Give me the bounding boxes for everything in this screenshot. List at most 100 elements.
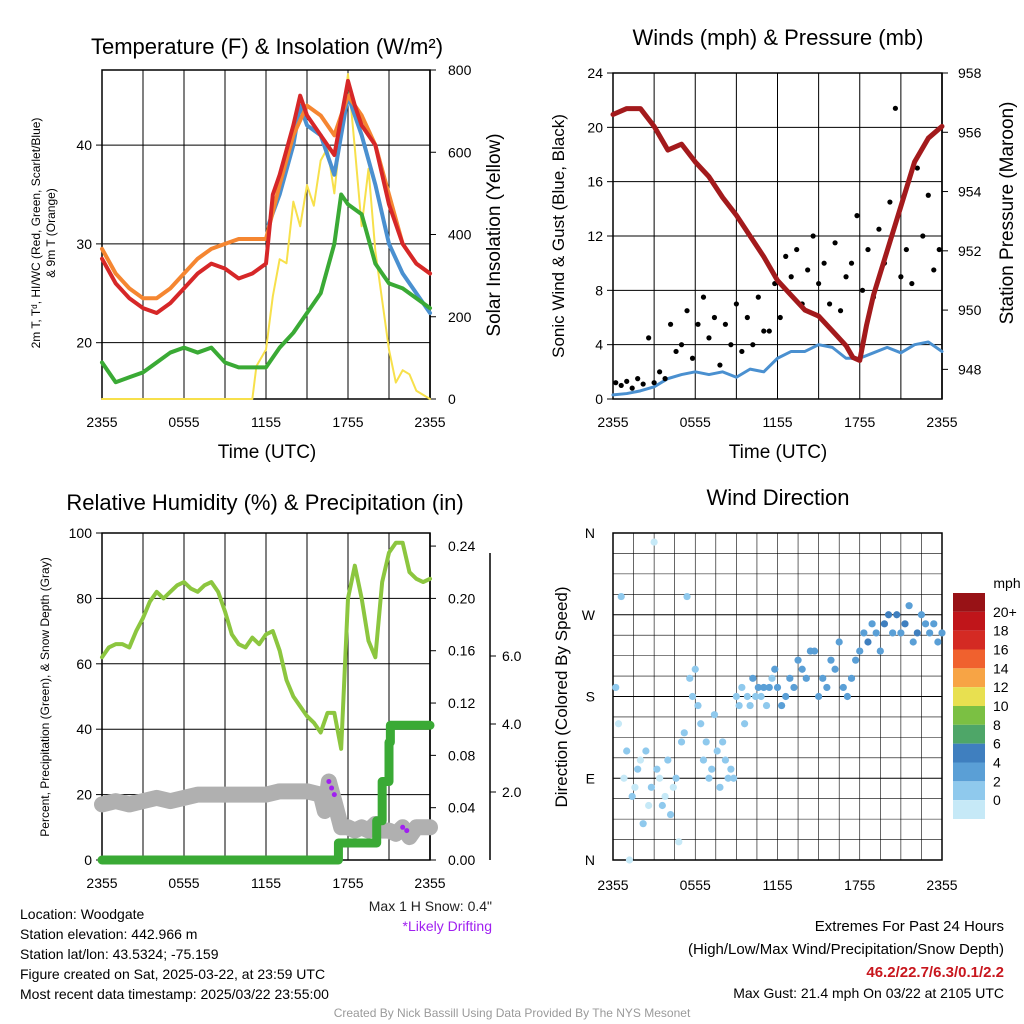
x-tick-label: 0555 (168, 414, 199, 430)
direction-point (835, 638, 843, 646)
y-tick-label: 4 (595, 337, 603, 353)
direction-point (628, 792, 636, 801)
direction-point (636, 756, 645, 764)
direction-point (719, 738, 727, 746)
colorbar-label: 2 (993, 773, 1001, 789)
direction-point (713, 747, 721, 755)
gust-point (931, 267, 937, 273)
direction-point (831, 665, 839, 673)
direction-point (688, 692, 697, 701)
direction-point (768, 674, 776, 682)
station-latlon: Station lat/lon: 43.5324; -75.159 (20, 946, 219, 962)
direction-point (762, 701, 771, 710)
gust-point (706, 335, 712, 341)
right-tick-label: 0.24 (448, 538, 475, 554)
direction-point (727, 765, 735, 773)
right-tick-label: 0.16 (448, 643, 475, 659)
gust-point (826, 301, 833, 307)
direction-point (827, 656, 835, 664)
direction-point (917, 611, 926, 619)
gust-point (761, 328, 767, 334)
direction-point (721, 756, 730, 764)
recent-timestamp: Most recent data timestamp: 2025/03/22 2… (20, 986, 329, 1002)
y-tick-label: S (586, 689, 595, 705)
direction-point (913, 629, 921, 637)
gust-point (832, 240, 838, 246)
y-tick-label: 30 (76, 236, 92, 252)
gust-point (843, 274, 849, 280)
y-tick-label: 40 (76, 721, 92, 737)
x-tick-label: 1755 (844, 877, 875, 893)
colorbar-swatch (953, 668, 985, 688)
colorbar-swatch (953, 800, 985, 819)
direction-point (757, 692, 765, 701)
gust-point (914, 165, 920, 171)
direction-point (889, 629, 897, 637)
direction-point (647, 783, 655, 791)
direction-point (666, 810, 675, 819)
x-tick-label: 1755 (332, 414, 363, 430)
direction-point (639, 820, 647, 828)
x-tick-label: 0555 (680, 414, 711, 430)
drift-point (331, 792, 337, 798)
direction-point (909, 638, 917, 646)
colorbar-label: 8 (993, 717, 1001, 733)
snow-tick-label: 4.0 (502, 716, 522, 732)
y-tick-label: 20 (76, 787, 92, 803)
direction-point (686, 674, 694, 682)
drift-point (326, 779, 332, 785)
y-tick-label: 24 (587, 65, 603, 81)
gust-point (854, 213, 860, 219)
y-tick-label: N (585, 525, 595, 541)
direction-point (884, 611, 893, 619)
x-tick-label: 0555 (680, 877, 711, 893)
gust-point (662, 376, 668, 382)
gust-point (810, 233, 816, 239)
x-tick-label: 1155 (762, 877, 792, 893)
pressure-line (610, 106, 945, 363)
gust-point (887, 199, 893, 205)
gust-point (892, 105, 898, 111)
direction-point (843, 692, 852, 701)
speed-colorbar: 0 2 4 6 8 10 12 14 16 18 20+ (953, 593, 1017, 819)
direction-point (677, 738, 686, 746)
gust-point (717, 362, 723, 368)
direction-point (702, 738, 710, 746)
direction-point (732, 692, 740, 701)
temp-xlabel: Time (UTC) (218, 442, 317, 463)
y-tick-label: 80 (76, 590, 92, 606)
direction-point (661, 792, 669, 801)
direction-point (645, 801, 653, 810)
direction-point (868, 620, 876, 628)
winds-xlabel: Time (UTC) (729, 442, 828, 463)
gust-point (711, 314, 718, 321)
direction-point (839, 683, 847, 692)
colorbar-swatch (953, 593, 985, 612)
gust-point (646, 335, 652, 341)
direction-point (746, 701, 754, 710)
direction-point (901, 620, 909, 628)
direction-point (930, 620, 938, 628)
gust-point (667, 321, 674, 327)
direction-point (642, 747, 650, 755)
direction-point (938, 629, 946, 637)
gust-point (936, 246, 942, 253)
right-tick-label: 600 (448, 144, 472, 160)
direction-point (880, 620, 889, 628)
right-tick-label: 0.08 (448, 747, 475, 763)
gust-point (848, 260, 855, 266)
y-tick-label: W (582, 607, 596, 623)
direction-ylabel: Direction (Colored By Speed) (552, 586, 571, 807)
direction-point (893, 611, 901, 619)
gust-point (788, 274, 794, 280)
gust-point (733, 301, 739, 307)
x-tick-label: 1155 (251, 414, 281, 430)
right-tick-label: 800 (448, 62, 472, 78)
y-tick-label: 12 (587, 228, 603, 244)
x-tick-label: 2355 (597, 877, 628, 893)
extremes-box: Extremes For Past 24 Hours (High/Low/Max… (574, 917, 1004, 1003)
x-tick-label: 1755 (844, 414, 875, 430)
colorbar-label: 0 (993, 792, 1001, 808)
